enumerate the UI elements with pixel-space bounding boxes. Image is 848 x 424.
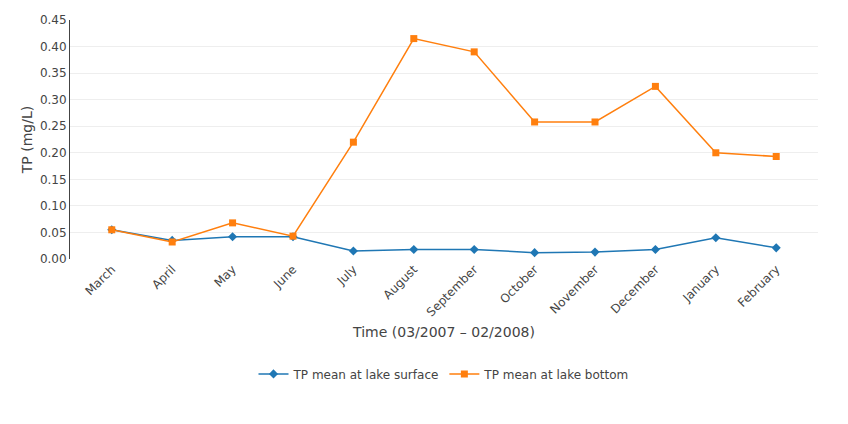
svg-text:0.05: 0.05 bbox=[40, 226, 67, 240]
svg-text:October: October bbox=[497, 262, 541, 306]
svg-text:February: February bbox=[735, 262, 783, 310]
svg-text:TP mean at lake bottom: TP mean at lake bottom bbox=[483, 368, 628, 382]
svg-text:0.20: 0.20 bbox=[40, 146, 67, 160]
svg-text:0.40: 0.40 bbox=[40, 40, 67, 54]
svg-text:0.35: 0.35 bbox=[40, 66, 67, 80]
svg-text:April: April bbox=[149, 262, 178, 291]
svg-text:Time (03/2007 – 02/2008): Time (03/2007 – 02/2008) bbox=[352, 324, 535, 340]
svg-text:August: August bbox=[381, 262, 421, 302]
svg-text:0.00: 0.00 bbox=[40, 252, 67, 266]
svg-text:May: May bbox=[211, 262, 238, 289]
svg-text:November: November bbox=[547, 262, 601, 316]
svg-text:TP mean at lake surface: TP mean at lake surface bbox=[293, 368, 439, 382]
svg-text:TP (mg/L): TP (mg/L) bbox=[19, 106, 35, 174]
svg-text:0.25: 0.25 bbox=[40, 119, 67, 133]
svg-text:0.45: 0.45 bbox=[40, 13, 67, 27]
svg-text:0.30: 0.30 bbox=[40, 93, 67, 107]
svg-text:0.15: 0.15 bbox=[40, 173, 67, 187]
svg-text:June: June bbox=[270, 262, 299, 291]
svg-text:July: July bbox=[334, 262, 360, 288]
svg-text:0.10: 0.10 bbox=[40, 199, 67, 213]
svg-text:December: December bbox=[608, 262, 662, 316]
svg-text:January: January bbox=[679, 262, 722, 305]
svg-text:September: September bbox=[424, 262, 481, 319]
svg-text:March: March bbox=[82, 262, 118, 298]
